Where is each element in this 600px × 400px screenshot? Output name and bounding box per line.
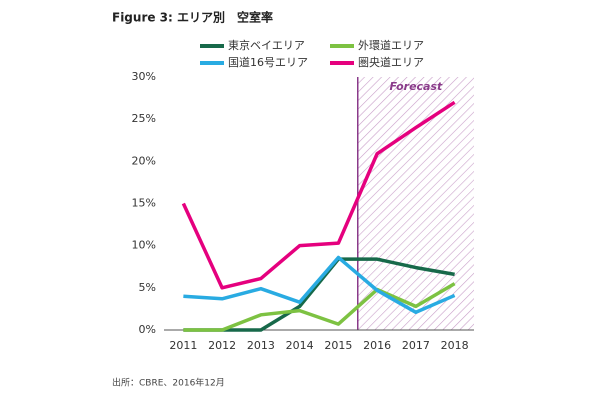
x-tick-label: 2015: [324, 339, 352, 352]
y-tick-label: 0%: [139, 323, 156, 336]
series-line: [183, 282, 456, 332]
source: 出所：CBRE、2016年12月: [112, 377, 225, 389]
y-tick-label: 25%: [132, 112, 156, 125]
x-tick-label: 2012: [208, 339, 236, 352]
legend-label: 国道16号エリア: [228, 55, 308, 69]
y-tick-label: 30%: [132, 70, 156, 83]
y-tick-label: 10%: [132, 239, 156, 252]
x-tick-label: 2016: [363, 339, 391, 352]
series-line: [183, 257, 455, 332]
series-line: [181, 100, 456, 290]
series-line: [183, 255, 456, 315]
forecast-label: Forecast: [389, 80, 443, 93]
x-tick-label: 2011: [169, 339, 197, 352]
y-tick-label: 5%: [139, 281, 156, 294]
legend-label: 外環道エリア: [358, 38, 424, 52]
chart-title: Figure 3: エリア別 空室率: [112, 10, 273, 25]
legend-label: 圏央道エリア: [358, 55, 424, 69]
x-tick-label: 2014: [286, 339, 314, 352]
x-tick-label: 2017: [402, 339, 430, 352]
y-tick-label: 15%: [132, 197, 156, 210]
x-tick-label: 2013: [247, 339, 275, 352]
x-tick-label: 2018: [441, 339, 469, 352]
y-tick-label: 20%: [132, 154, 156, 167]
legend-label: 東京ベイエリア: [228, 38, 305, 52]
